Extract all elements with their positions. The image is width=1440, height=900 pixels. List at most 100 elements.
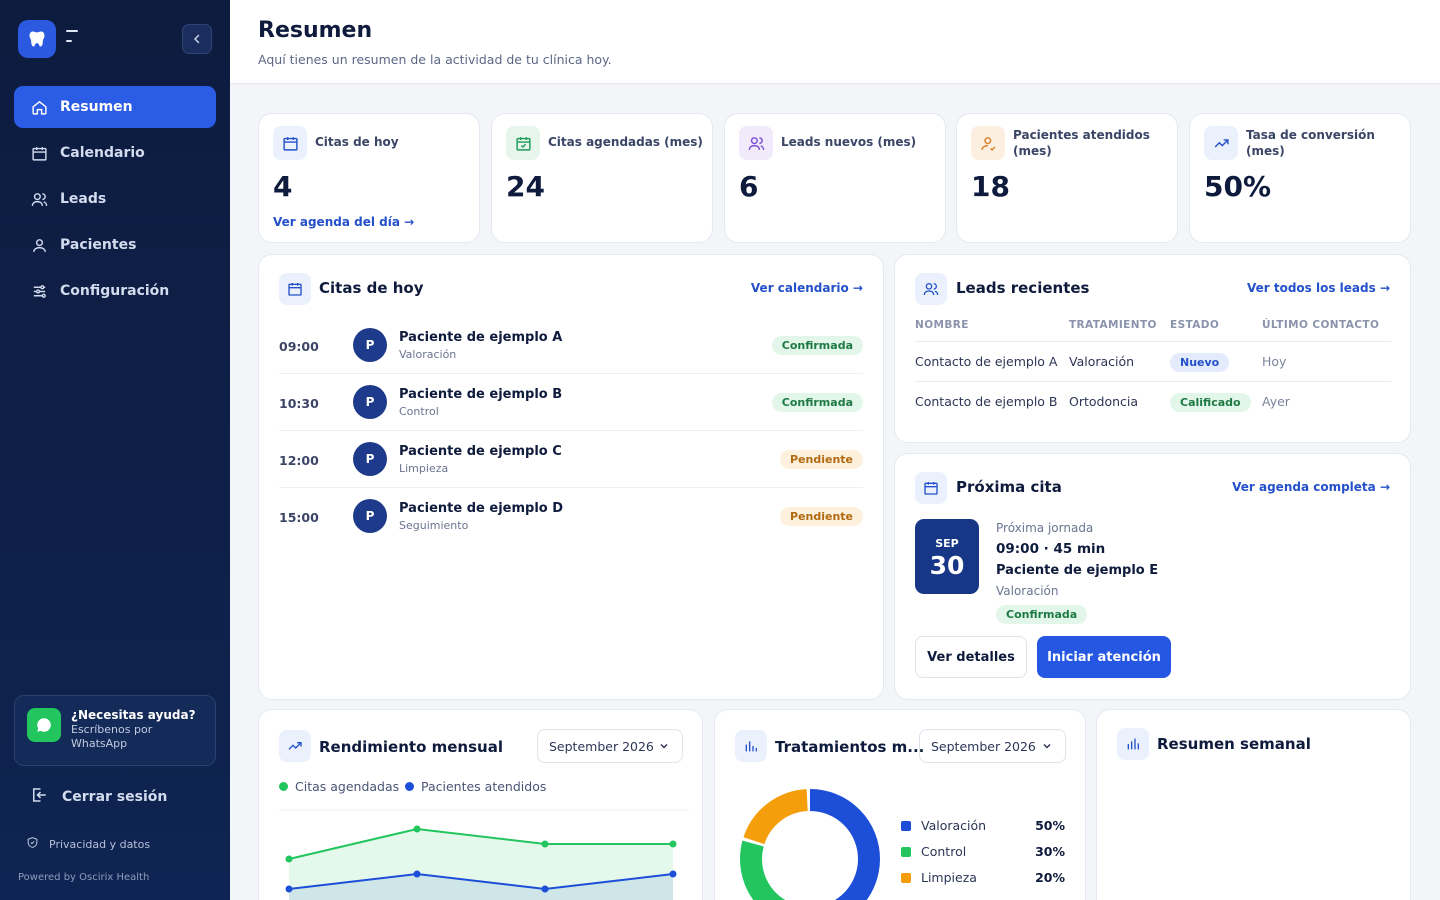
- view-all-leads-link[interactable]: Ver todos los leads →: [1247, 281, 1390, 295]
- calendar-icon: [273, 126, 307, 160]
- treatments-card: Tratamientos m... September 2026 Valorac…: [714, 709, 1086, 900]
- kpi-value: 50%: [1204, 170, 1272, 203]
- data-point: [541, 840, 549, 848]
- recent-leads-card: Leads recientes Ver todos los leads → NO…: [894, 254, 1411, 443]
- calendar-icon: [279, 273, 311, 305]
- sidebar-item-resumen[interactable]: Resumen: [14, 86, 216, 128]
- avatar: P: [353, 328, 387, 362]
- next-patient: Paciente de ejemplo E: [996, 563, 1159, 578]
- legend-swatch: [279, 782, 288, 791]
- page-title: Resumen: [258, 18, 373, 43]
- today-appointments-card: Citas de hoy Ver calendario → 09:00 P Pa…: [258, 254, 884, 700]
- user-icon: [30, 236, 48, 254]
- legend-label: Control: [921, 844, 967, 859]
- trend-up-icon: [279, 730, 311, 762]
- monthly-performance-card: Rendimiento mensual September 2026 Citas…: [258, 709, 703, 900]
- view-details-button[interactable]: Ver detalles: [915, 636, 1027, 678]
- appointment-row[interactable]: 15:00 P Paciente de ejemplo D Seguimient…: [279, 488, 863, 545]
- help-title: ¿Necesitas ayuda?: [71, 708, 196, 722]
- status-badge: Pendiente: [779, 450, 863, 469]
- divider: [915, 381, 1391, 382]
- series-area: [289, 874, 673, 900]
- kpi-card-citas-hoy: Citas de hoy 4 Ver agenda del día →: [258, 113, 480, 243]
- status-badge: Confirmada: [771, 336, 863, 355]
- appointment-row[interactable]: 09:00 P Paciente de ejemplo A Valoración…: [279, 317, 863, 374]
- appointment-time: 10:30: [279, 396, 319, 411]
- sidebar: Resumen Calendario Leads Pacientes Confi…: [0, 0, 230, 900]
- legend-label: Valoración: [921, 818, 987, 833]
- legend-swatch: [901, 846, 911, 857]
- month-select[interactable]: September 2026: [537, 729, 683, 763]
- series-line: [288, 827, 673, 860]
- sidebar-item-configuracion[interactable]: Configuración: [14, 270, 216, 312]
- select-value: September 2026: [549, 738, 654, 754]
- view-full-agenda-link[interactable]: Ver agenda completa →: [1232, 480, 1390, 494]
- view-calendar-link[interactable]: Ver calendario →: [750, 281, 863, 295]
- avatar: P: [353, 499, 387, 533]
- data-point: [541, 885, 549, 893]
- legend-swatch: [901, 820, 911, 831]
- date-day: 30: [929, 551, 965, 580]
- avatar: P: [353, 442, 387, 476]
- appointment-time: 12:00: [279, 453, 319, 468]
- kpi-value: 6: [739, 170, 759, 203]
- data-point: [413, 825, 421, 833]
- last-contact: Ayer: [1262, 394, 1290, 409]
- data-point: [413, 870, 421, 878]
- collapse-sidebar-button[interactable]: [182, 24, 212, 54]
- card-title: Tratamientos m...: [775, 738, 925, 756]
- card-title: Resumen semanal: [1157, 735, 1311, 753]
- card-title: Citas de hoy: [319, 279, 424, 297]
- kpi-card-pacientes-atendidos: Pacientes atendidos (mes) 18: [956, 113, 1178, 243]
- appointment-row[interactable]: 10:30 P Paciente de ejemplo B Control Co…: [279, 374, 863, 431]
- logout-button[interactable]: Cerrar sesión: [30, 786, 167, 808]
- patient-name: Paciente de ejemplo D: [399, 501, 564, 516]
- sidebar-item-leads[interactable]: Leads: [14, 178, 216, 220]
- shield-icon: [26, 836, 39, 852]
- sidebar-item-calendario[interactable]: Calendario: [14, 132, 216, 174]
- sidebar-item-pacientes[interactable]: Pacientes: [14, 224, 216, 266]
- legend-label: Citas agendadas: [295, 779, 400, 794]
- month-select[interactable]: September 2026: [919, 729, 1066, 763]
- status-badge: Nuevo: [1170, 353, 1230, 372]
- whatsapp-icon: [27, 708, 61, 742]
- next-type: Valoración: [996, 584, 1059, 598]
- logout-label: Cerrar sesión: [62, 789, 168, 805]
- appointment-time: 09:00: [279, 339, 319, 354]
- status-badge: Pendiente: [779, 507, 863, 526]
- lead-treatment: Ortodoncia: [1069, 394, 1139, 409]
- card-title: Rendimiento mensual: [319, 738, 503, 756]
- avatar: P: [353, 385, 387, 419]
- chevron-down-icon: [1043, 743, 1051, 749]
- appointment-row[interactable]: 12:00 P Paciente de ejemplo C Limpieza P…: [279, 431, 863, 488]
- privacy-link[interactable]: Privacidad y datos: [26, 836, 150, 852]
- start-attention-button[interactable]: Iniciar atención: [1037, 636, 1171, 678]
- user-check-icon: [971, 126, 1005, 160]
- patient-name: Paciente de ejemplo B: [399, 387, 563, 402]
- series-line: [288, 872, 674, 891]
- appointment-type: Limpieza: [399, 462, 449, 475]
- sidebar-item-label: Calendario: [60, 145, 145, 161]
- chevron-left-icon: [193, 34, 200, 44]
- column-header: ESTADO: [1170, 319, 1220, 331]
- weekly-summary-card: Resumen semanal: [1096, 709, 1411, 900]
- kpi-label: Leads nuevos (mes): [781, 135, 917, 149]
- kpi-label: Citas de hoy: [315, 135, 399, 149]
- clinic-logo[interactable]: [18, 20, 56, 58]
- help-subtitle: Escríbenos por WhatsApp: [71, 723, 153, 750]
- status-badge: Confirmada: [996, 605, 1088, 624]
- data-point: [669, 840, 677, 848]
- whatsapp-help-card[interactable]: ¿Necesitas ayuda? Escríbenos por WhatsAp…: [14, 695, 216, 766]
- bar-chart-icon: [735, 730, 767, 762]
- pie-slice: [740, 789, 880, 900]
- data-point: [285, 855, 293, 863]
- pie-legend-item: Valoración 50%: [901, 818, 1065, 833]
- view-day-agenda-link[interactable]: Ver agenda del día →: [273, 215, 415, 229]
- kpi-label: Pacientes atendidos (mes): [1013, 128, 1150, 158]
- page-header: Resumen Aquí tienes un resumen de la act…: [230, 0, 1440, 84]
- legend-swatch: [901, 872, 911, 883]
- card-title: Leads recientes: [956, 279, 1090, 297]
- legend-label: Pacientes atendidos: [421, 779, 547, 794]
- next-appointment-card: Próxima cita Ver agenda completa → SEP 3…: [894, 453, 1411, 700]
- card-title: Próxima cita: [956, 478, 1062, 496]
